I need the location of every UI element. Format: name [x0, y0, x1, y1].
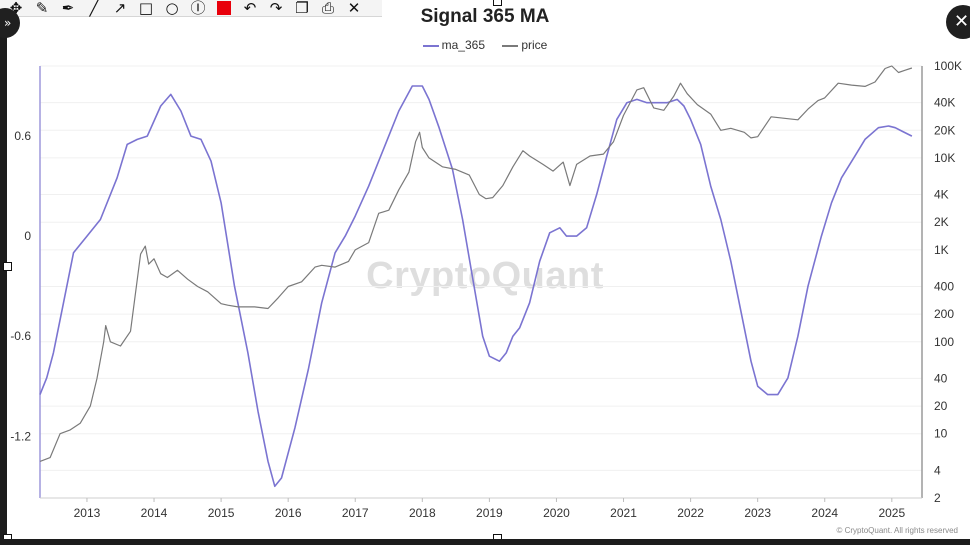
y-right-tick-label: 20K [934, 123, 955, 137]
copyright-credit: © CryptoQuant. All rights reserved [836, 526, 959, 535]
y-left-tick-label: -1.2 [10, 429, 31, 443]
y-right-tick-label: 2K [934, 215, 949, 229]
expand-icon: » [4, 16, 12, 30]
legend-swatch-ma-365 [422, 44, 439, 47]
series-line-price [39, 65, 913, 462]
resize-handle-left[interactable] [3, 262, 12, 271]
y-right-tick-label: 10 [934, 427, 948, 441]
color-swatch-fill [217, 0, 231, 15]
window-frame-bottom [0, 539, 970, 545]
y-right-tick-label: 40 [934, 371, 948, 385]
x-tick-label: 2014 [141, 506, 168, 520]
x-tick-label: 2024 [811, 506, 838, 520]
x-tick-label: 2016 [275, 506, 302, 520]
color-swatch[interactable] [214, 0, 234, 17]
x-tick-label: 2017 [342, 506, 369, 520]
x-tick-label: 2022 [677, 506, 704, 520]
x-tick-label: 2020 [543, 506, 570, 520]
y-right-tick-label: 100 [934, 335, 954, 349]
close-button[interactable]: ✕ [946, 5, 970, 39]
marker-icon[interactable]: ✒ [61, 0, 75, 17]
y-right-tick-label: 40K [934, 96, 955, 110]
x-tick-label: 2023 [744, 506, 771, 520]
ellipse-icon[interactable]: ○ [165, 0, 179, 17]
x-tick-label: 2018 [409, 506, 436, 520]
pen-icon[interactable]: ✎ [35, 0, 49, 17]
x-tick-label: 2019 [476, 506, 503, 520]
legend-item-price[interactable]: price [502, 38, 547, 52]
y-right-tick-label: 100K [934, 59, 962, 73]
chart-legend: ma_365 price [0, 38, 970, 52]
undo-icon[interactable]: ↶ [243, 0, 257, 17]
y-left-tick-label: -0.6 [10, 329, 31, 343]
x-tick-label: 2015 [208, 506, 235, 520]
text-icon[interactable]: Ⓘ [190, 0, 206, 17]
resize-handle-top[interactable] [493, 0, 502, 6]
chart-title: Signal 365 MA [420, 6, 550, 27]
window-frame-left [0, 0, 7, 545]
x-tick-label: 2013 [74, 506, 101, 520]
line-icon[interactable]: ╱ [89, 0, 99, 17]
y-right-tick-label: 200 [934, 307, 954, 321]
x-tick-label: 2021 [610, 506, 637, 520]
annotation-toolbar: ✥ ✎ ✒ ╱ ↗ □ ○ Ⓘ ↶ ↷ ❐ ⎙ ✕ [0, 0, 382, 17]
y-right-tick-label: 2 [934, 491, 941, 505]
y-right-tick-label: 1K [934, 243, 949, 257]
close-circle-icon: ✕ [954, 11, 970, 32]
save-icon[interactable]: ⎙ [321, 0, 334, 17]
copy-icon[interactable]: ❐ [295, 0, 309, 17]
legend-item-ma-365[interactable]: ma_365 [422, 38, 485, 52]
series-line-ma-365 [39, 85, 913, 488]
rectangle-icon[interactable]: □ [138, 0, 154, 17]
y-right-tick-label: 400 [934, 279, 954, 293]
y-right-tick-label: 20 [934, 399, 948, 413]
y-left-tick-label: 0.6 [14, 129, 31, 143]
y-right-tick-label: 4K [934, 188, 949, 202]
legend-swatch-price [502, 44, 519, 47]
arrow-icon[interactable]: ↗ [113, 0, 127, 17]
close-icon[interactable]: ✕ [347, 0, 361, 17]
redo-icon[interactable]: ↷ [269, 0, 283, 17]
legend-label-ma-365: ma_365 [441, 38, 485, 52]
legend-label-price: price [521, 38, 548, 52]
watermark-logo-text: CryptoQuant [366, 255, 604, 297]
x-tick-label: 2025 [878, 506, 905, 520]
y-right-tick-label: 10K [934, 151, 955, 165]
y-left-tick-label: 0 [24, 229, 31, 243]
y-right-tick-label: 4 [934, 463, 941, 477]
expand-button[interactable]: » [0, 8, 20, 38]
